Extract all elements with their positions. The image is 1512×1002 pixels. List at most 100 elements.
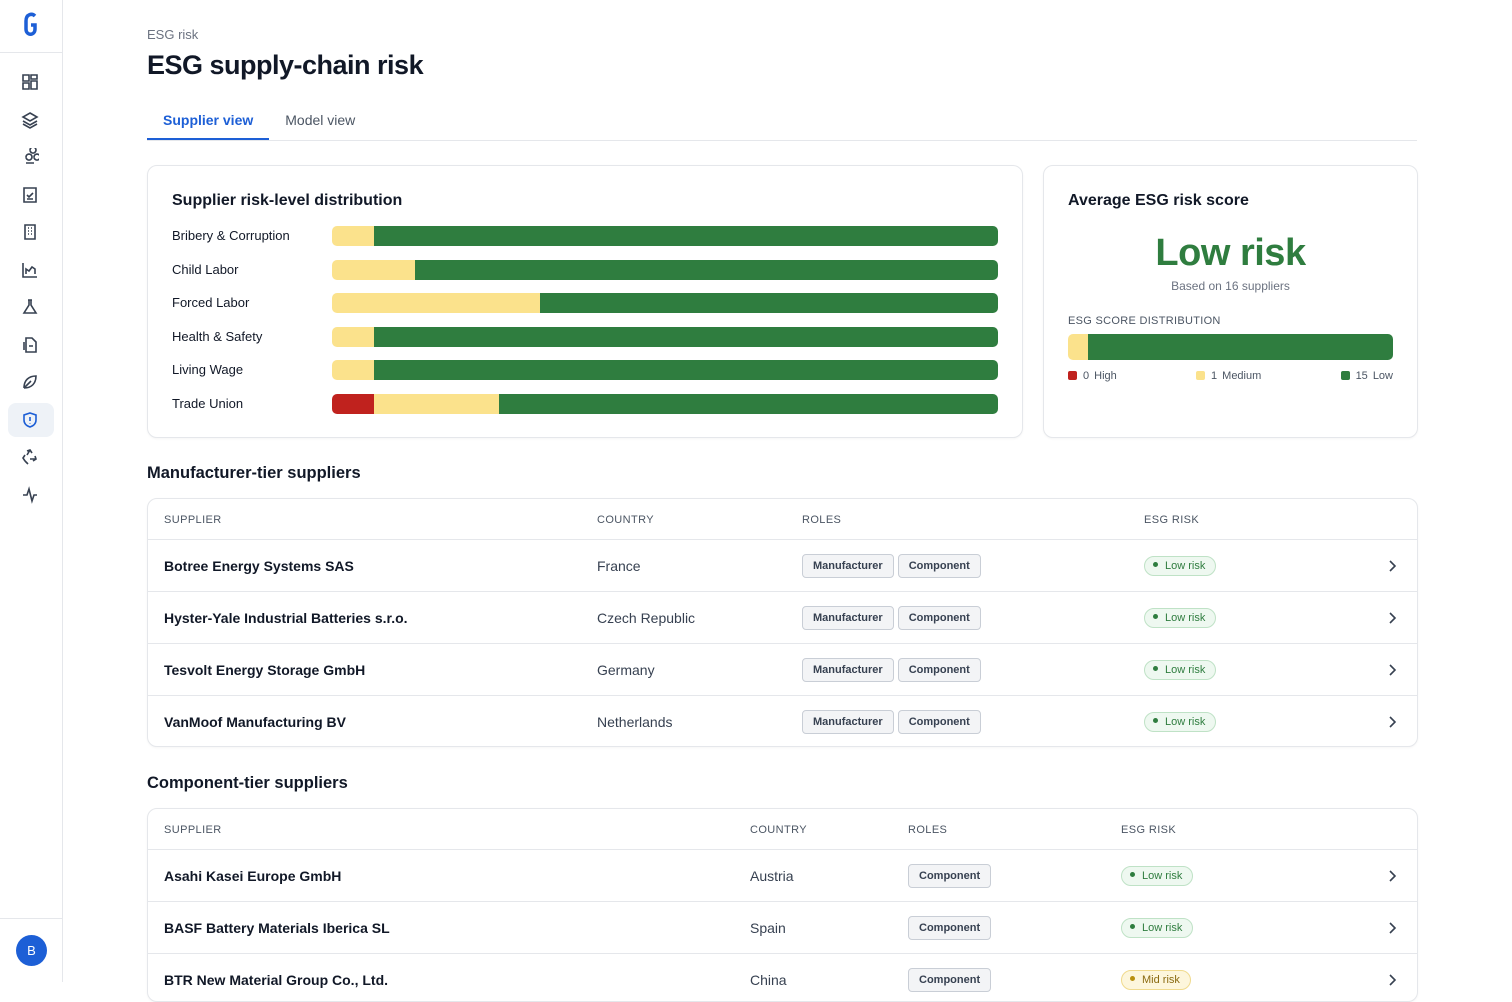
nav-icon[interactable]	[21, 298, 39, 316]
distribution-label: ESG SCORE DISTRIBUTION	[1068, 315, 1221, 327]
table-row[interactable]: BTR New Material Group Co., Ltd. China Com…	[148, 953, 1417, 1001]
nav-icon[interactable]	[21, 336, 39, 354]
card-title: Supplier risk-level distribution	[172, 192, 403, 209]
distribution-row: Bribery & Corruption	[172, 226, 1000, 246]
distribution-card: Supplier risk-level distribution Bribery…	[147, 165, 1023, 438]
supplier-name: BTR New Material Group Co., Ltd.	[164, 972, 389, 988]
role-tag: Component	[908, 864, 992, 888]
table-row[interactable]: VanMoof Manufacturing BV Netherlands Manuf…	[148, 695, 1417, 746]
breadcrumb[interactable]: ESG risk	[147, 27, 199, 42]
section-title: Manufacturer-tier suppliers	[147, 464, 361, 482]
chevron[interactable]	[1387, 663, 1397, 677]
distribution-row: Trade Union	[172, 393, 1000, 414]
avatar[interactable]: B	[16, 935, 47, 966]
roles: Manufacturer Component	[802, 658, 981, 682]
icon-shape	[23, 337, 37, 353]
chevron[interactable]	[1387, 611, 1397, 625]
row-label: Trade Union	[172, 395, 244, 411]
chevron[interactable]	[1387, 715, 1397, 729]
risk-dot	[1153, 718, 1158, 723]
role-tag: Manufacturer	[802, 710, 894, 734]
role-tag: Component	[908, 968, 992, 992]
roles: Manufacturer Component	[802, 606, 981, 630]
icon-shape	[22, 299, 38, 314]
country: Germany	[597, 662, 655, 678]
risk-value: Low risk	[1155, 232, 1306, 274]
icon-shape	[23, 375, 37, 389]
bar-segment	[332, 326, 374, 347]
chevron-shape	[1389, 716, 1397, 728]
table-row[interactable]: Botree Energy Systems SAS France Manufactu…	[148, 539, 1417, 591]
nav-icon[interactable]	[21, 261, 39, 279]
risk-dot	[1153, 614, 1158, 619]
nav-icon[interactable]	[21, 486, 39, 504]
tab[interactable]: Model view	[285, 112, 356, 128]
row-label: Health & Safety	[172, 328, 263, 344]
chevron[interactable]	[1387, 921, 1397, 935]
nav-icon[interactable]	[21, 148, 39, 166]
table-row[interactable]: BASF Battery Materials Iberica SL Spain Co…	[148, 901, 1417, 953]
chevron[interactable]	[1387, 869, 1397, 883]
legend-swatch	[1196, 371, 1206, 380]
nav-icon[interactable]	[21, 411, 39, 429]
risk-label: Low risk	[1165, 560, 1206, 572]
supplier-name: Tesvolt Energy Storage GmbH	[164, 662, 366, 678]
row-label: Living Wage	[172, 362, 244, 377]
country: Czech Republic	[597, 610, 696, 626]
nav-icon[interactable]	[21, 448, 39, 466]
icon-shape	[21, 112, 39, 129]
risk-dot	[1130, 976, 1135, 981]
nav-icon[interactable]	[21, 73, 39, 91]
table-row[interactable]: Hyster-Yale Industrial Batteries s.r.o. C…	[148, 591, 1417, 643]
legend-swatch	[1340, 371, 1350, 380]
icon-shape	[23, 486, 37, 504]
nav-icon[interactable]	[21, 111, 39, 129]
legend-label: High	[1094, 370, 1117, 382]
bar-segment	[1068, 334, 1089, 360]
country: France	[597, 558, 641, 574]
chevron-shape	[1389, 664, 1397, 676]
legend-label: Medium	[1222, 370, 1262, 382]
bar-segment	[332, 226, 374, 246]
distribution-row: Forced Labor	[172, 293, 1000, 313]
roles: Component	[908, 916, 992, 940]
icon-shape	[25, 148, 39, 164]
column-header: COUNTRY	[750, 824, 807, 836]
table: SUPPLIER COUNTRY ROLES ESG RISK Asahi Kasei …	[147, 808, 1418, 1002]
stacked-bar	[332, 293, 998, 313]
risk-pill: Low risk	[1144, 608, 1217, 628]
stacked-bar	[332, 326, 998, 347]
risk-label: Low risk	[1165, 664, 1206, 676]
risk-pill: Low risk	[1121, 918, 1194, 938]
column-header: ESG RISK	[1121, 824, 1177, 836]
country: Netherlands	[597, 714, 673, 730]
supplier-name: Hyster-Yale Industrial Batteries s.r.o.	[164, 610, 408, 626]
bar-segment	[540, 293, 998, 313]
chevron[interactable]	[1387, 973, 1397, 987]
divider	[0, 918, 62, 919]
legend: 0 High 1 Medium 15 Low	[1068, 370, 1393, 382]
nav-icon[interactable]	[21, 186, 39, 204]
legend-label: Low	[1372, 370, 1393, 382]
table: SUPPLIER COUNTRY ROLES ESG RISK Botree Energ…	[147, 498, 1418, 747]
divider	[0, 52, 62, 53]
risk-dot	[1153, 666, 1158, 671]
table-row[interactable]: Tesvolt Energy Storage GmbH Germany Manufa…	[148, 643, 1417, 695]
risk-label: Low risk	[1165, 716, 1206, 728]
chevron-shape	[1389, 612, 1397, 624]
country: China	[750, 972, 787, 988]
logo[interactable]	[22, 12, 40, 38]
risk-label: Low risk	[1142, 922, 1183, 934]
chevron[interactable]	[1387, 559, 1397, 573]
nav-icon[interactable]	[21, 223, 39, 241]
distribution-row: Child Labor	[172, 259, 1000, 280]
sidebar: B	[0, 0, 63, 982]
risk-dot	[1130, 924, 1135, 929]
country: Spain	[750, 920, 786, 936]
table-row[interactable]: Asahi Kasei Europe GmbH Austria Component L…	[148, 849, 1417, 901]
tab[interactable]: Supplier view	[147, 104, 270, 140]
nav-icon[interactable]	[21, 373, 39, 391]
risk-pill: Low risk	[1121, 866, 1194, 886]
legend-item: 15 Low	[1340, 370, 1393, 382]
chevron-shape	[1389, 560, 1397, 572]
